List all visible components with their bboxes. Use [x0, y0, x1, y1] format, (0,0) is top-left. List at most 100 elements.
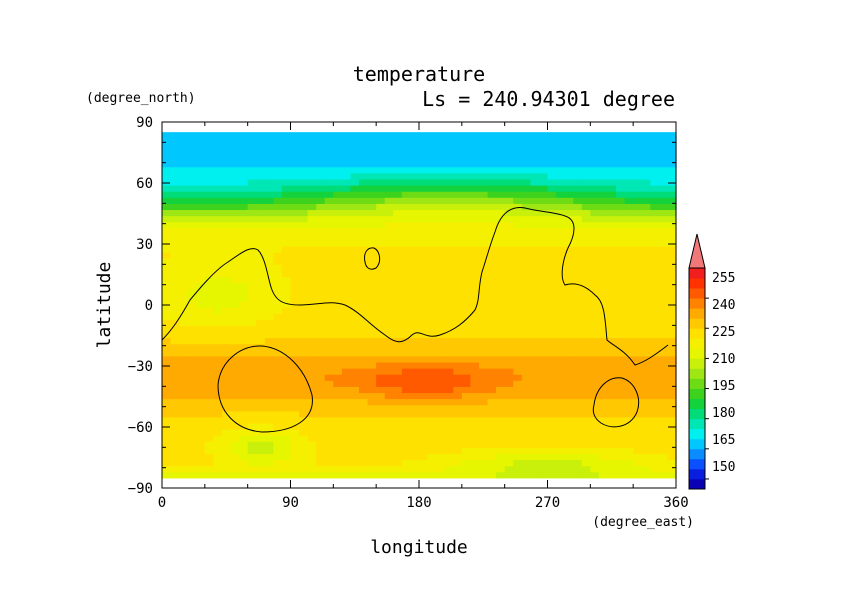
field-cell	[316, 197, 326, 204]
field-cell	[504, 374, 514, 381]
field-cell	[504, 185, 514, 192]
field-cell	[470, 300, 480, 308]
field-cell	[359, 258, 369, 265]
field-cell	[324, 325, 334, 333]
field-cell	[598, 380, 609, 387]
field-cell	[453, 282, 463, 290]
field-cell	[281, 441, 292, 448]
field-cell	[333, 154, 343, 162]
field-cell	[290, 380, 300, 387]
field-cell	[341, 172, 352, 180]
field-cell	[384, 465, 394, 473]
field-cell	[496, 349, 506, 357]
field-cell	[162, 197, 172, 204]
field-cell	[419, 471, 429, 479]
field-cell	[162, 465, 172, 473]
field-cell	[204, 368, 214, 375]
field-cell	[162, 258, 172, 265]
field-cell	[624, 343, 634, 351]
field-cell	[547, 416, 557, 424]
field-cell	[478, 386, 489, 394]
field-cell	[393, 410, 403, 418]
field-cell	[521, 288, 531, 296]
field-cell	[273, 313, 283, 320]
field-cell	[547, 227, 557, 235]
field-cell	[607, 459, 617, 467]
field-cell	[299, 355, 309, 363]
field-cell	[547, 294, 557, 302]
field-cell	[650, 355, 660, 363]
topography-contours	[161, 206, 669, 433]
field-cell	[281, 252, 292, 259]
field-cell	[504, 368, 514, 375]
field-cell	[419, 465, 429, 473]
field-cell	[427, 368, 437, 375]
field-cell	[496, 209, 506, 217]
field-cell	[478, 374, 489, 381]
field-cell	[410, 264, 420, 272]
field-cell	[350, 429, 360, 436]
field-cell	[359, 307, 369, 314]
field-cell	[658, 233, 669, 241]
field-cell	[461, 172, 471, 180]
field-cell	[376, 313, 386, 320]
field-cell	[256, 380, 266, 387]
field-cell	[624, 471, 634, 479]
field-cell	[427, 258, 437, 265]
field-cell	[607, 349, 617, 357]
field-cell	[316, 435, 326, 442]
field-cell	[658, 337, 669, 345]
field-cell	[633, 398, 643, 406]
field-cell	[478, 435, 489, 442]
field-cell	[290, 221, 300, 229]
field-cell	[564, 142, 574, 150]
field-cell	[221, 459, 232, 467]
field-cell	[478, 221, 489, 229]
field-cell	[658, 319, 669, 326]
field-cell	[213, 178, 223, 186]
field-cell	[496, 160, 506, 168]
field-cell	[187, 459, 197, 467]
field-cell	[256, 252, 266, 259]
field-cell	[538, 361, 549, 369]
field-cell	[247, 203, 257, 211]
field-cell	[538, 288, 549, 296]
field-cell	[393, 288, 403, 296]
field-cell	[273, 132, 283, 137]
field-cell	[461, 435, 471, 442]
field-cell	[213, 471, 223, 479]
field-cell	[581, 172, 591, 180]
field-cell	[598, 447, 609, 455]
field-cell	[221, 398, 232, 406]
field-cell	[341, 142, 352, 150]
field-cell	[376, 239, 386, 247]
field-cell	[427, 441, 437, 448]
field-cell	[247, 288, 257, 296]
field-cell	[221, 252, 232, 259]
field-cell	[376, 185, 386, 192]
field-cell	[333, 209, 343, 217]
field-cell	[384, 404, 394, 412]
field-cell	[573, 191, 583, 198]
field-cell	[624, 233, 634, 241]
field-cell	[658, 185, 669, 192]
field-cell	[401, 410, 412, 418]
field-cell	[590, 404, 600, 412]
field-cell	[230, 166, 240, 174]
field-cell	[341, 325, 352, 333]
field-cell	[573, 465, 583, 473]
field-cell	[658, 246, 669, 253]
field-cell	[453, 337, 463, 345]
field-cell	[590, 319, 600, 326]
field-cell	[410, 300, 420, 308]
field-cell	[401, 374, 412, 381]
field-cell	[478, 191, 489, 198]
field-cell	[598, 178, 609, 186]
field-cell	[376, 404, 386, 412]
field-cell	[667, 319, 677, 326]
field-cell	[461, 288, 471, 296]
field-cell	[162, 270, 172, 278]
field-cell	[633, 368, 643, 375]
field-cell	[393, 380, 403, 387]
field-cell	[187, 246, 197, 253]
